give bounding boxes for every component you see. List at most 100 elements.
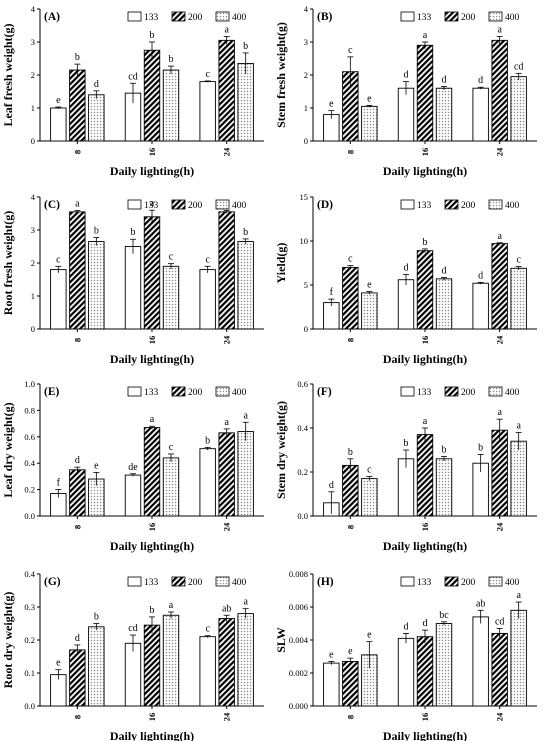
x-axis-title: Daily lighting(h) — [110, 352, 194, 366]
y-tick-label: 0 — [304, 324, 308, 334]
chart-panel-a: 0 1 2 3 4 e b d 8 cd b b 16 c a b 24 Daily lighting(h) Lea… — [1, 4, 264, 178]
panel-label: (D) — [317, 199, 333, 211]
significance-letter: d — [442, 266, 447, 277]
bar-400 — [88, 94, 105, 142]
bar-133 — [323, 662, 340, 707]
legend-label: 133 — [144, 201, 159, 211]
bar-200 — [342, 266, 359, 330]
significance-letter: c — [367, 464, 372, 475]
significance-letter: b — [243, 41, 248, 52]
significance-letter: b — [423, 237, 428, 248]
y-axis-title: Leaf fresh weight(g) — [1, 23, 15, 126]
y-tick-label: 5 — [304, 280, 308, 290]
bar-133 — [199, 269, 216, 330]
chart-panel-c: 01234cab8bac16cab24Daily lighting(h)Root… — [1, 192, 264, 366]
y-tick-label: 0.3 — [24, 602, 35, 612]
significance-letter: c — [205, 254, 210, 265]
legend-swatch-400 — [215, 199, 230, 210]
chart-panel-f: 0.0 0.2 0.4 0.6 d b c 8 b a b 16 b a a 24 Daily lighting… — [274, 379, 537, 553]
bar-200 — [416, 636, 434, 707]
x-tick-label: 24 — [495, 522, 505, 531]
y-tick-label: 0 — [31, 136, 35, 146]
y-tick-label: 3 — [304, 37, 308, 47]
legend-label: 200 — [461, 201, 476, 211]
significance-letter: c — [205, 69, 210, 80]
legend: 133 200 400 — [400, 199, 520, 211]
bar-200 — [218, 618, 235, 707]
x-axis-title: Daily lighting(h) — [383, 164, 467, 178]
bar-400 — [237, 431, 254, 517]
bar-400 — [435, 278, 453, 330]
x-tick-label: 16 — [147, 148, 157, 157]
legend-label: 133 — [144, 13, 159, 23]
legend-label: 400 — [505, 388, 520, 398]
x-tick-label: 8 — [72, 525, 82, 529]
bar-200 — [491, 429, 508, 517]
y-axis-title: SLW — [274, 627, 288, 653]
x-tick-label: 16 — [147, 713, 157, 722]
legend: 133 200 400 — [400, 11, 520, 23]
x-tick-label: 16 — [420, 148, 430, 157]
legend-label: 200 — [188, 388, 203, 398]
bar-200 — [69, 69, 86, 142]
legend-label: 133 — [144, 388, 159, 398]
x-tick-label: 24 — [222, 335, 232, 344]
panel-label: (G) — [44, 576, 61, 588]
y-tick-label: 0.2 — [24, 635, 35, 645]
bar-400 — [361, 292, 378, 330]
significance-letter: b — [442, 445, 447, 456]
significance-letter: e — [56, 95, 61, 106]
y-tick-label: 0.0 — [24, 701, 35, 711]
bar-200 — [416, 44, 434, 142]
y-axis-title: Root dry weight(g) — [1, 592, 15, 689]
legend-label: 133 — [417, 13, 432, 23]
bar-400 — [162, 69, 180, 142]
significance-letter: e — [367, 630, 372, 641]
significance-letter: c — [516, 255, 521, 266]
bar-200 — [143, 49, 161, 142]
legend-swatch-133 — [127, 386, 142, 397]
legend-label: 133 — [417, 388, 432, 398]
bar-400 — [510, 267, 527, 330]
legend: 133 200 400 — [127, 576, 247, 588]
bar-133 — [472, 616, 489, 707]
legend-swatch-133 — [127, 576, 142, 587]
significance-letter: d — [404, 70, 409, 81]
significance-letter: a — [169, 600, 174, 611]
significance-letter: ab — [476, 598, 485, 609]
bar-200 — [342, 464, 359, 517]
significance-letter: d — [75, 633, 80, 644]
significance-letter: c — [205, 624, 210, 635]
bar-400 — [435, 623, 453, 707]
legend-swatch-133 — [127, 11, 142, 22]
bar-400 — [162, 457, 180, 517]
legend-label: 400 — [232, 388, 247, 398]
legend-swatch-400 — [488, 576, 503, 587]
legend-label: 133 — [417, 201, 432, 211]
x-tick-label: 8 — [345, 715, 355, 719]
legend-swatch-200 — [171, 386, 186, 397]
significance-letter: a — [243, 410, 248, 421]
chart-panel-g: 0.0 0.1 0.2 0.3 0.4 e d b 8 cd b a 16 c ab a 24 Daily lig… — [1, 569, 264, 741]
legend-label: 200 — [188, 578, 203, 588]
y-axis-title: Leaf dry weight(g) — [1, 402, 15, 497]
panel-label: (E) — [44, 386, 60, 398]
bar-400 — [361, 478, 378, 517]
significance-letter: a — [516, 590, 521, 601]
bar-400 — [88, 626, 105, 707]
bar-200 — [218, 39, 235, 142]
y-tick-label: 0.1 — [24, 668, 35, 678]
bar-400 — [435, 87, 453, 142]
bar-400 — [88, 241, 105, 330]
y-tick-label: 4 — [304, 4, 309, 14]
bar-200 — [218, 211, 235, 330]
x-axis-title: Daily lighting(h) — [110, 729, 194, 741]
y-tick-label: 0.000 — [289, 701, 308, 711]
significance-letter: b — [348, 447, 353, 458]
significance-letter: b — [150, 605, 155, 616]
significance-letter: a — [497, 24, 502, 35]
y-tick-label: 2 — [31, 258, 35, 268]
significance-letter: c — [348, 45, 353, 56]
y-tick-label: 0.006 — [289, 602, 308, 612]
